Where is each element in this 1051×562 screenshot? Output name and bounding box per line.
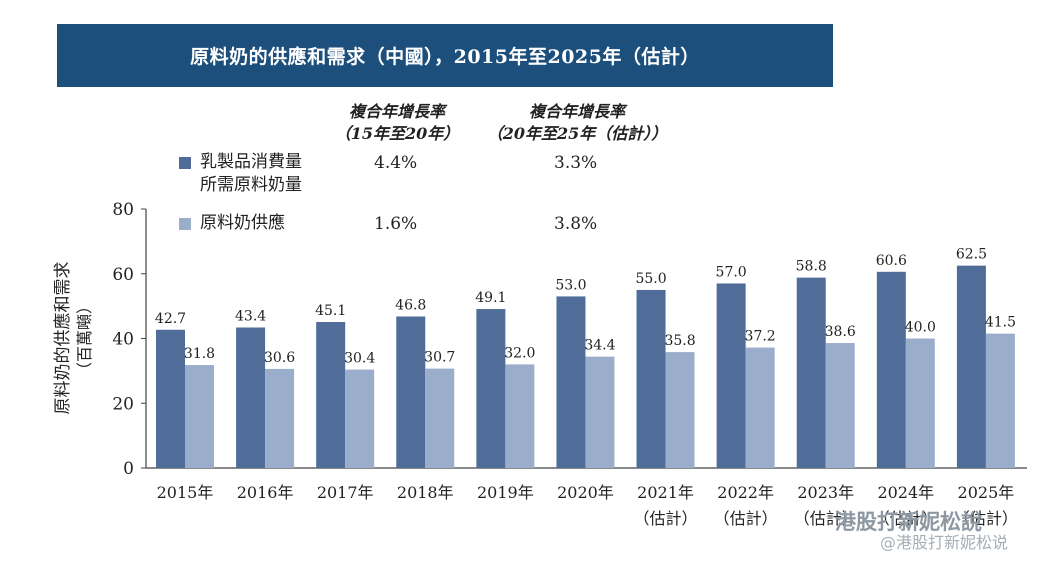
data-label-demand: 57.0 bbox=[716, 264, 747, 280]
data-label-supply: 34.4 bbox=[584, 338, 615, 354]
x-tick-sublabel: （估計） bbox=[954, 509, 1018, 528]
x-tick-sublabel: （估計） bbox=[634, 509, 698, 528]
data-label-demand: 62.5 bbox=[956, 247, 987, 263]
data-label-demand: 45.1 bbox=[315, 303, 346, 319]
watermark-line1: 港股打新妮松說 bbox=[835, 510, 982, 534]
bar-demand bbox=[636, 289, 666, 468]
x-tick-label: 2017年 bbox=[317, 483, 374, 502]
y-tick-label: 80 bbox=[112, 200, 134, 220]
data-label-demand: 49.1 bbox=[475, 290, 506, 306]
x-tick-label: 2022年 bbox=[717, 483, 774, 502]
y-tick-label: 0 bbox=[123, 459, 134, 479]
cagr-header-1-line2: （15年至20年） bbox=[334, 124, 460, 143]
bar-supply bbox=[905, 338, 935, 468]
legend-demand-cagr2: 3.3% bbox=[554, 153, 598, 173]
bar-supply bbox=[665, 352, 695, 468]
data-label-supply: 30.6 bbox=[264, 350, 295, 366]
x-tick-label: 2018年 bbox=[397, 483, 454, 502]
data-label-demand: 42.7 bbox=[155, 311, 186, 327]
data-label-supply: 40.0 bbox=[905, 320, 936, 336]
legend-label-demand-line1: 乳製品消費量 bbox=[200, 152, 302, 172]
x-tick-label: 2025年 bbox=[958, 483, 1015, 502]
data-label-supply: 32.0 bbox=[504, 345, 535, 361]
bar-demand bbox=[956, 265, 986, 468]
bar-demand bbox=[716, 283, 746, 468]
bar-demand bbox=[476, 309, 506, 468]
legend-supply-cagr1: 1.6% bbox=[374, 214, 418, 234]
data-label-demand: 53.0 bbox=[555, 277, 586, 293]
legend-label-supply: 原料奶供應 bbox=[200, 213, 285, 233]
bar-demand bbox=[876, 271, 906, 468]
watermark-line2: @港股打新妮松说 bbox=[880, 533, 1009, 552]
data-label-demand: 60.6 bbox=[876, 253, 907, 269]
bar-supply bbox=[745, 347, 775, 468]
data-label-supply: 30.7 bbox=[424, 350, 455, 366]
x-tick-label: 2016年 bbox=[237, 483, 294, 502]
data-label-supply: 41.5 bbox=[985, 315, 1016, 331]
cagr-header-2-line1: 複合年增長率 bbox=[528, 102, 625, 121]
bar-demand bbox=[156, 329, 185, 468]
y-tick-label: 60 bbox=[112, 265, 134, 285]
x-tick-label: 2023年 bbox=[797, 483, 854, 502]
data-label-supply: 37.2 bbox=[745, 329, 776, 345]
y-axis-label: 原料奶的供應和需求 bbox=[52, 262, 73, 415]
bar-demand bbox=[796, 277, 826, 468]
legend-swatch-supply bbox=[179, 218, 191, 230]
data-label-supply: 35.8 bbox=[664, 333, 695, 349]
bar-supply bbox=[825, 343, 855, 468]
bar-supply bbox=[505, 364, 535, 468]
legend-label-demand: 乳製品消費量 所需原料奶量 bbox=[200, 151, 302, 197]
data-label-demand: 43.4 bbox=[235, 308, 266, 324]
y-tick-label: 20 bbox=[112, 394, 134, 414]
data-label-demand: 55.0 bbox=[635, 271, 666, 287]
x-tick-sublabel: （估計） bbox=[874, 509, 938, 528]
bar-demand bbox=[316, 321, 346, 468]
bar-supply bbox=[985, 333, 1015, 468]
x-tick-sublabel: （估計） bbox=[714, 509, 778, 528]
bar-supply bbox=[425, 368, 455, 468]
data-label-demand: 58.8 bbox=[796, 259, 827, 275]
data-label-supply: 30.4 bbox=[344, 351, 375, 367]
bar-supply bbox=[585, 356, 615, 468]
bar-demand bbox=[236, 327, 266, 468]
bar-supply bbox=[265, 368, 295, 468]
x-tick-label: 2024年 bbox=[877, 483, 934, 502]
cagr-header-2-line2: （20年至25年（估計）） bbox=[486, 124, 668, 143]
cagr-header-2: 複合年增長率 （20年至25年（估計）） bbox=[472, 101, 682, 145]
x-tick-sublabel: （估計） bbox=[794, 509, 858, 528]
bar-supply bbox=[185, 365, 214, 468]
cagr-header-1-line1: 複合年增長率 bbox=[348, 102, 445, 121]
bar-supply bbox=[345, 369, 375, 468]
legend-label-demand-line2: 所需原料奶量 bbox=[200, 175, 302, 195]
legend-supply-cagr2: 3.8% bbox=[554, 214, 598, 234]
cagr-header-1: 複合年增長率 （15年至20年） bbox=[322, 101, 472, 145]
y-axis-unit: （百萬噸） bbox=[75, 298, 94, 378]
data-label-demand: 46.8 bbox=[395, 297, 426, 313]
data-label-supply: 31.8 bbox=[184, 346, 215, 362]
data-label-supply: 38.6 bbox=[825, 324, 856, 340]
y-tick-label: 40 bbox=[112, 330, 134, 350]
x-tick-label: 2015年 bbox=[157, 483, 214, 502]
x-tick-label: 2019年 bbox=[477, 483, 534, 502]
chart-title: 原料奶的供應和需求（中國），2015年至2025年（估計） bbox=[57, 24, 833, 87]
legend-demand-cagr1: 4.4% bbox=[374, 153, 418, 173]
bar-demand bbox=[396, 316, 426, 468]
x-tick-label: 2021年 bbox=[637, 483, 694, 502]
x-tick-label: 2020年 bbox=[557, 483, 614, 502]
bar-demand bbox=[556, 296, 586, 468]
legend-swatch-demand bbox=[179, 157, 191, 169]
